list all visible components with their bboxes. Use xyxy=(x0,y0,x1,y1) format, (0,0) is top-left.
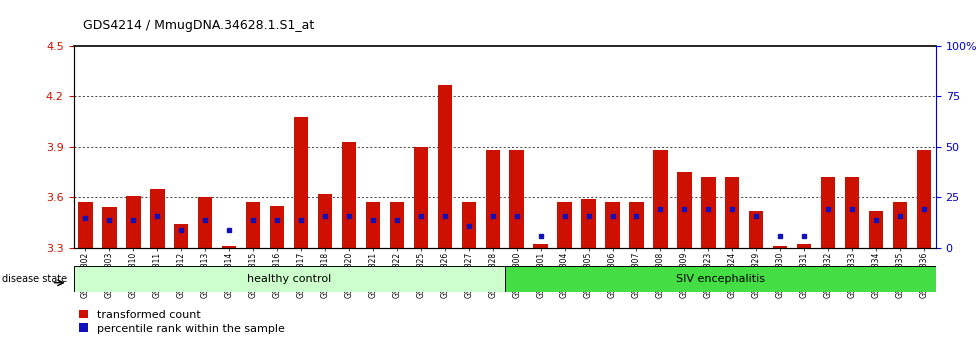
Bar xyxy=(558,202,571,248)
Bar xyxy=(222,246,236,248)
Bar xyxy=(78,202,93,248)
Bar xyxy=(749,211,763,248)
Bar xyxy=(916,150,931,248)
Bar xyxy=(342,142,356,248)
Legend: transformed count, percentile rank within the sample: transformed count, percentile rank withi… xyxy=(79,310,285,333)
Bar xyxy=(485,150,500,248)
Bar xyxy=(318,194,332,248)
Bar xyxy=(821,177,835,248)
Bar xyxy=(893,202,907,248)
Bar xyxy=(390,202,404,248)
Bar xyxy=(366,202,380,248)
Bar xyxy=(581,199,596,248)
Bar xyxy=(869,211,883,248)
Bar xyxy=(246,202,261,248)
Bar xyxy=(462,202,476,248)
Bar xyxy=(174,224,188,248)
Bar xyxy=(102,207,117,248)
Bar xyxy=(150,189,165,248)
Bar xyxy=(126,196,140,248)
Bar xyxy=(270,206,284,248)
Bar xyxy=(629,202,644,248)
Bar xyxy=(797,245,811,248)
Bar xyxy=(438,85,452,248)
Text: healthy control: healthy control xyxy=(247,274,331,284)
Bar xyxy=(845,177,859,248)
Bar xyxy=(725,177,740,248)
Bar xyxy=(654,150,667,248)
Bar xyxy=(773,246,787,248)
Text: GDS4214 / MmugDNA.34628.1.S1_at: GDS4214 / MmugDNA.34628.1.S1_at xyxy=(83,19,315,32)
Bar xyxy=(198,198,213,248)
Bar xyxy=(74,266,505,292)
Bar xyxy=(505,266,936,292)
Bar xyxy=(606,202,619,248)
Text: disease state: disease state xyxy=(2,274,67,284)
Bar xyxy=(533,245,548,248)
Text: SIV encephalitis: SIV encephalitis xyxy=(676,274,764,284)
Bar xyxy=(510,150,524,248)
Bar xyxy=(701,177,715,248)
Bar xyxy=(294,117,309,248)
Bar xyxy=(677,172,692,248)
Bar xyxy=(414,147,428,248)
